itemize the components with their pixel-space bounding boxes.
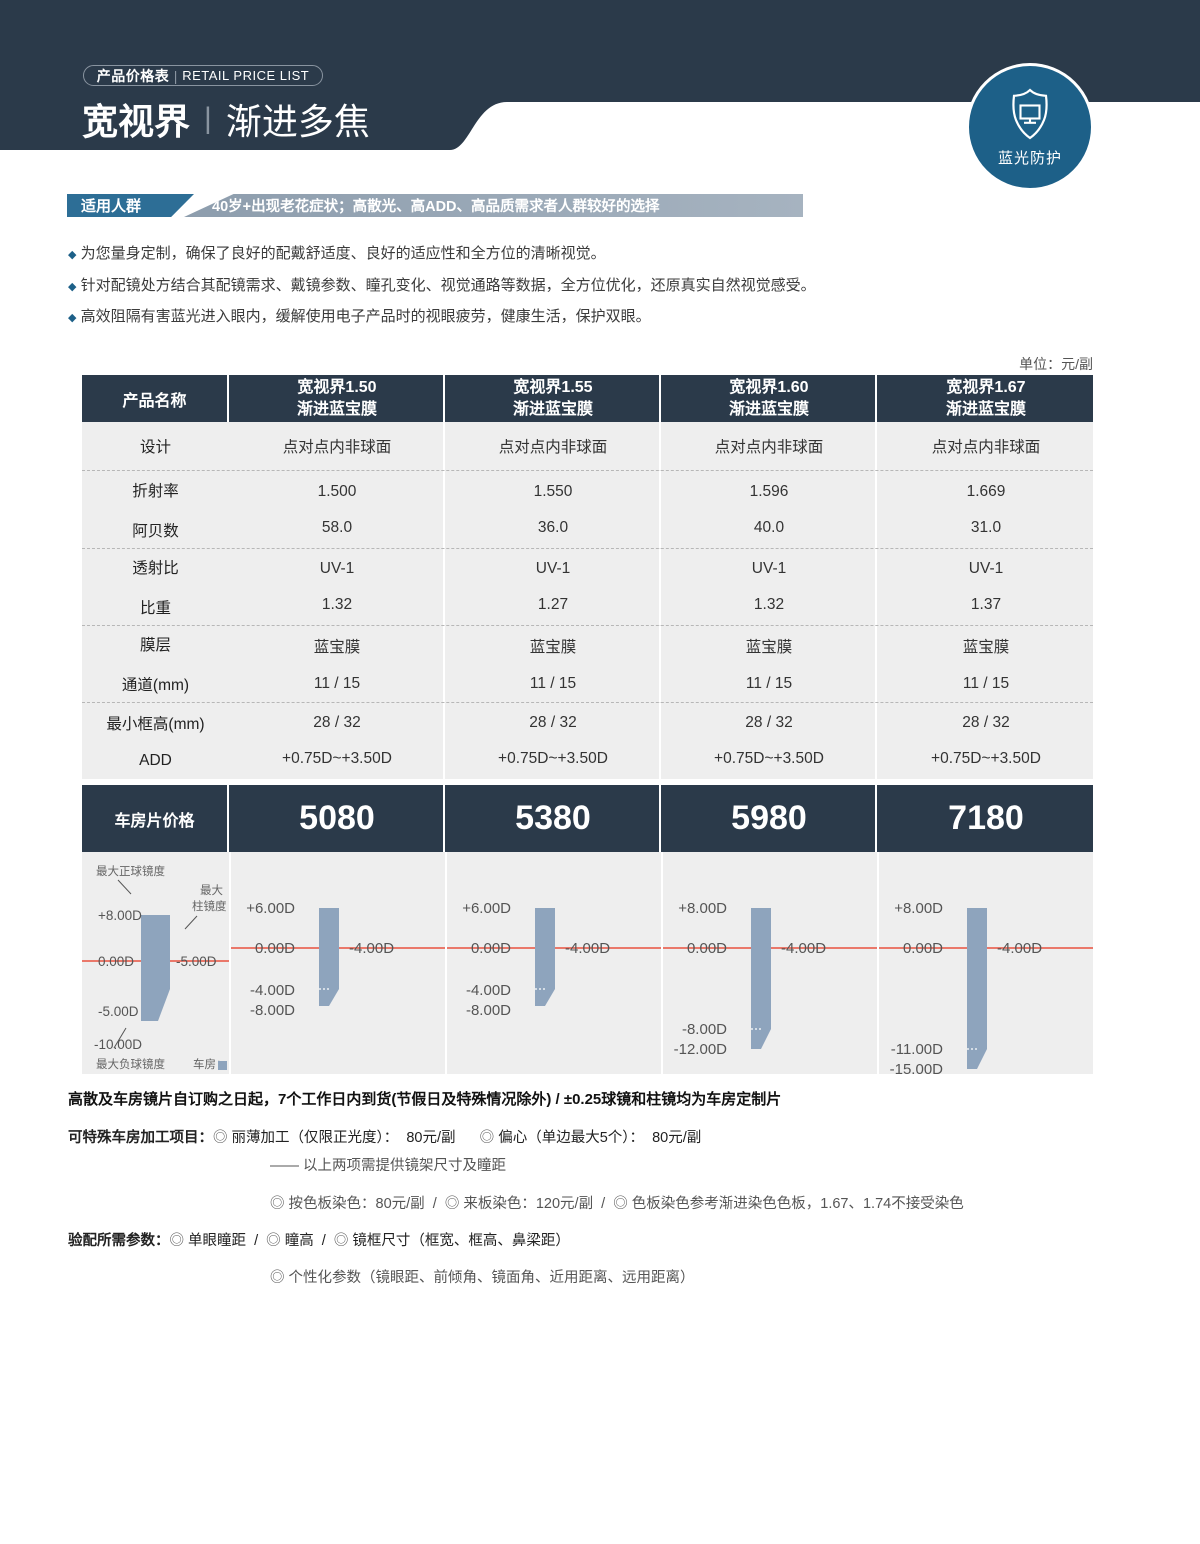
svg-text:-12.00D: -12.00D <box>674 1041 728 1058</box>
svg-text:0.00D: 0.00D <box>903 940 943 957</box>
svg-text:-8.00D: -8.00D <box>682 1021 727 1038</box>
svg-text:-4.00D: -4.00D <box>781 940 826 957</box>
svg-text:最大正球镜度: 最大正球镜度 <box>96 864 165 878</box>
svg-text:-10.00D: -10.00D <box>94 1037 142 1052</box>
svg-text:+6.00D: +6.00D <box>462 900 511 917</box>
svg-text:-5.00D: -5.00D <box>176 954 217 969</box>
svg-text:-4.00D: -4.00D <box>349 940 394 957</box>
svg-text:0.00D: 0.00D <box>687 940 727 957</box>
svg-text:-11.00D: -11.00D <box>891 1041 943 1058</box>
svg-text:+8.00D: +8.00D <box>678 900 727 917</box>
svg-text:-8.00D: -8.00D <box>466 1002 511 1019</box>
svg-text:-4.00D: -4.00D <box>466 982 511 999</box>
svg-text:+6.00D: +6.00D <box>246 900 295 917</box>
svg-text:0.00D: 0.00D <box>471 940 511 957</box>
svg-text:0.00D: 0.00D <box>98 954 134 969</box>
svg-text:最大负球镜度: 最大负球镜度 <box>96 1057 165 1071</box>
svg-text:+8.00D: +8.00D <box>894 900 943 917</box>
svg-text:-4.00D: -4.00D <box>250 982 295 999</box>
svg-text:-15.00D: -15.00D <box>890 1061 944 1074</box>
svg-text:-4.00D: -4.00D <box>565 940 610 957</box>
svg-text:柱镜度: 柱镜度 <box>192 899 227 913</box>
svg-text:0.00D: 0.00D <box>255 940 295 957</box>
svg-text:+8.00D: +8.00D <box>98 908 142 923</box>
svg-text:-5.00D: -5.00D <box>98 1004 139 1019</box>
svg-text:-4.00D: -4.00D <box>997 940 1042 957</box>
svg-text:-8.00D: -8.00D <box>250 1002 295 1019</box>
svg-text:最大: 最大 <box>200 883 223 897</box>
